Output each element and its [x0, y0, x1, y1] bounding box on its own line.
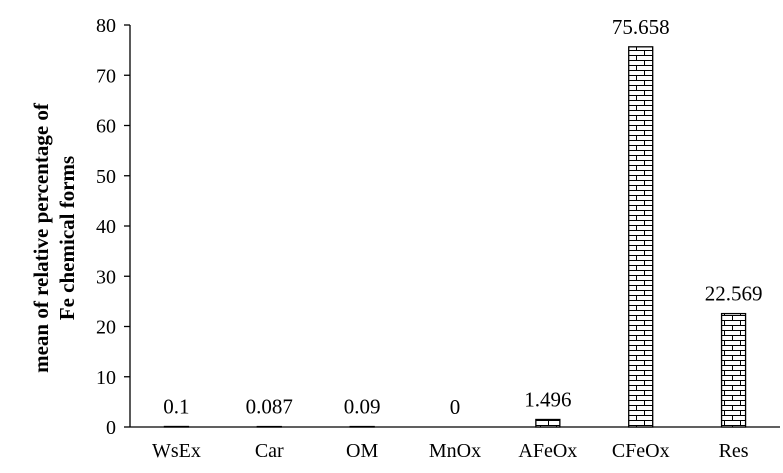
data-labels: 0.1 0.087 0.09 0 1.496 75.658 22.569: [163, 15, 762, 419]
bar-res: [722, 314, 746, 427]
y-tick-label-7: 70: [96, 65, 116, 87]
bar-wsex: [164, 426, 188, 427]
x-tick-label-car: Car: [255, 440, 284, 462]
y-tick-label-4: 40: [96, 216, 116, 238]
y-tick-label-6: 60: [96, 116, 116, 138]
data-label-res: 22.569: [705, 282, 763, 306]
data-label-car: 0.087: [246, 395, 293, 419]
y-axis-title-line1: mean of relative percentage of: [29, 102, 53, 373]
x-tick-label-om: OM: [346, 440, 378, 462]
y-tick-label-0: 0: [106, 417, 116, 439]
x-tick-label-cfeox: CFeOx: [612, 440, 670, 462]
x-tick-label-mnox: MnOx: [429, 440, 481, 462]
x-tick-label-wsex: WsEx: [152, 440, 201, 462]
data-label-wsex: 0.1: [163, 394, 189, 418]
y-tick-label-2: 20: [96, 317, 116, 339]
bar-afeox: [536, 419, 560, 427]
data-label-afeox: 1.496: [524, 387, 571, 411]
x-axis: WsEx Car OM MnOx AFeOx CFeOx Res: [130, 427, 780, 462]
data-label-mnox: 0: [450, 395, 461, 419]
y-axis-title-line2: Fe chemical forms: [55, 156, 79, 320]
y-tick-label-8: 80: [96, 15, 116, 37]
data-label-om: 0.09: [344, 395, 381, 419]
data-label-cfeox: 75.658: [612, 15, 670, 39]
y-tick-label-5: 50: [96, 166, 116, 188]
x-tick-label-afeox: AFeOx: [518, 440, 577, 462]
bar-cfeox: [629, 47, 653, 427]
y-axis-title: mean of relative percentage of Fe chemic…: [29, 102, 79, 373]
y-axis: 0 10 20 30 40 50 60 70 80: [96, 15, 130, 439]
x-tick-label-res: Res: [719, 440, 749, 462]
y-tick-label-3: 30: [96, 266, 116, 288]
bars: [164, 47, 745, 427]
y-tick-label-1: 10: [96, 367, 116, 389]
